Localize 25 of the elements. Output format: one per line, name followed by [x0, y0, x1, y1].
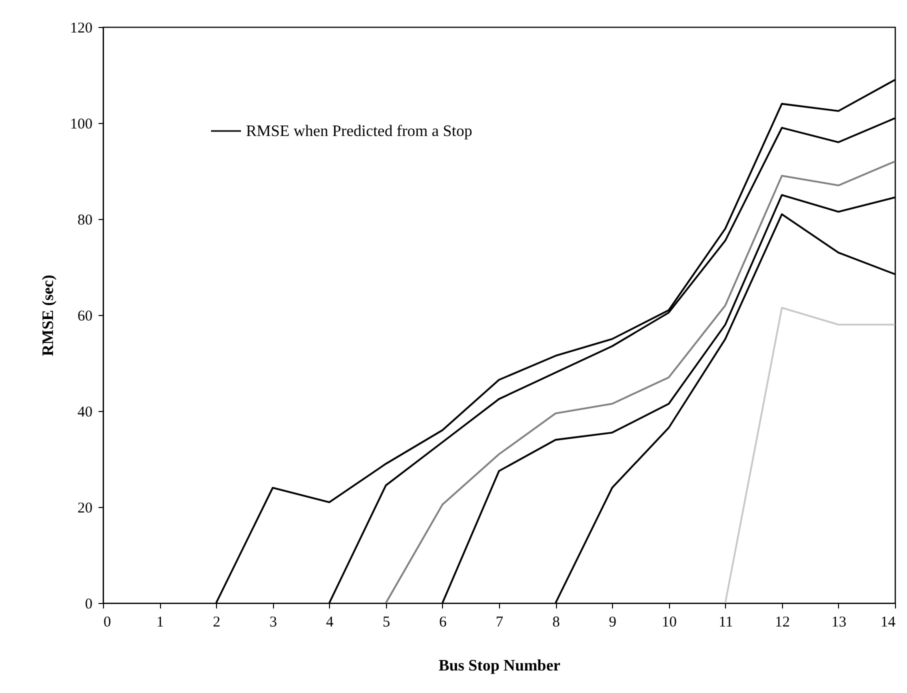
x-tick-label: 0 [104, 614, 111, 630]
y-tick-label: 100 [70, 116, 92, 132]
x-tick-label: 11 [718, 614, 734, 630]
x-tick-label: 13 [831, 614, 846, 630]
y-tick-label: 60 [78, 308, 92, 324]
x-tick-label: 10 [662, 614, 677, 630]
x-tick-label: 3 [269, 614, 277, 630]
y-tick-label: 80 [78, 212, 92, 228]
x-tick-label: 1 [156, 614, 164, 630]
x-tick-label: 14 [880, 614, 896, 630]
y-tick-label: 0 [85, 596, 92, 612]
x-tick-label: 4 [326, 614, 334, 630]
y-tick-label: 40 [78, 404, 92, 420]
y-tick-label: 120 [70, 20, 92, 36]
legend-label: RMSE when Predicted from a Stop [246, 123, 472, 140]
y-tick-label: 20 [78, 500, 92, 516]
x-tick-label: 2 [212, 614, 220, 630]
x-tick-label: 6 [439, 614, 448, 630]
x-tick-label: 7 [496, 614, 504, 630]
x-axis-title: Bus Stop Number [438, 658, 560, 674]
x-tick-label: 8 [552, 614, 560, 630]
x-tick-label: 9 [608, 614, 616, 630]
x-tick-label: 5 [382, 614, 390, 630]
y-axis-title: RMSE (sec) [40, 274, 57, 356]
x-tick-label: 12 [774, 614, 790, 630]
